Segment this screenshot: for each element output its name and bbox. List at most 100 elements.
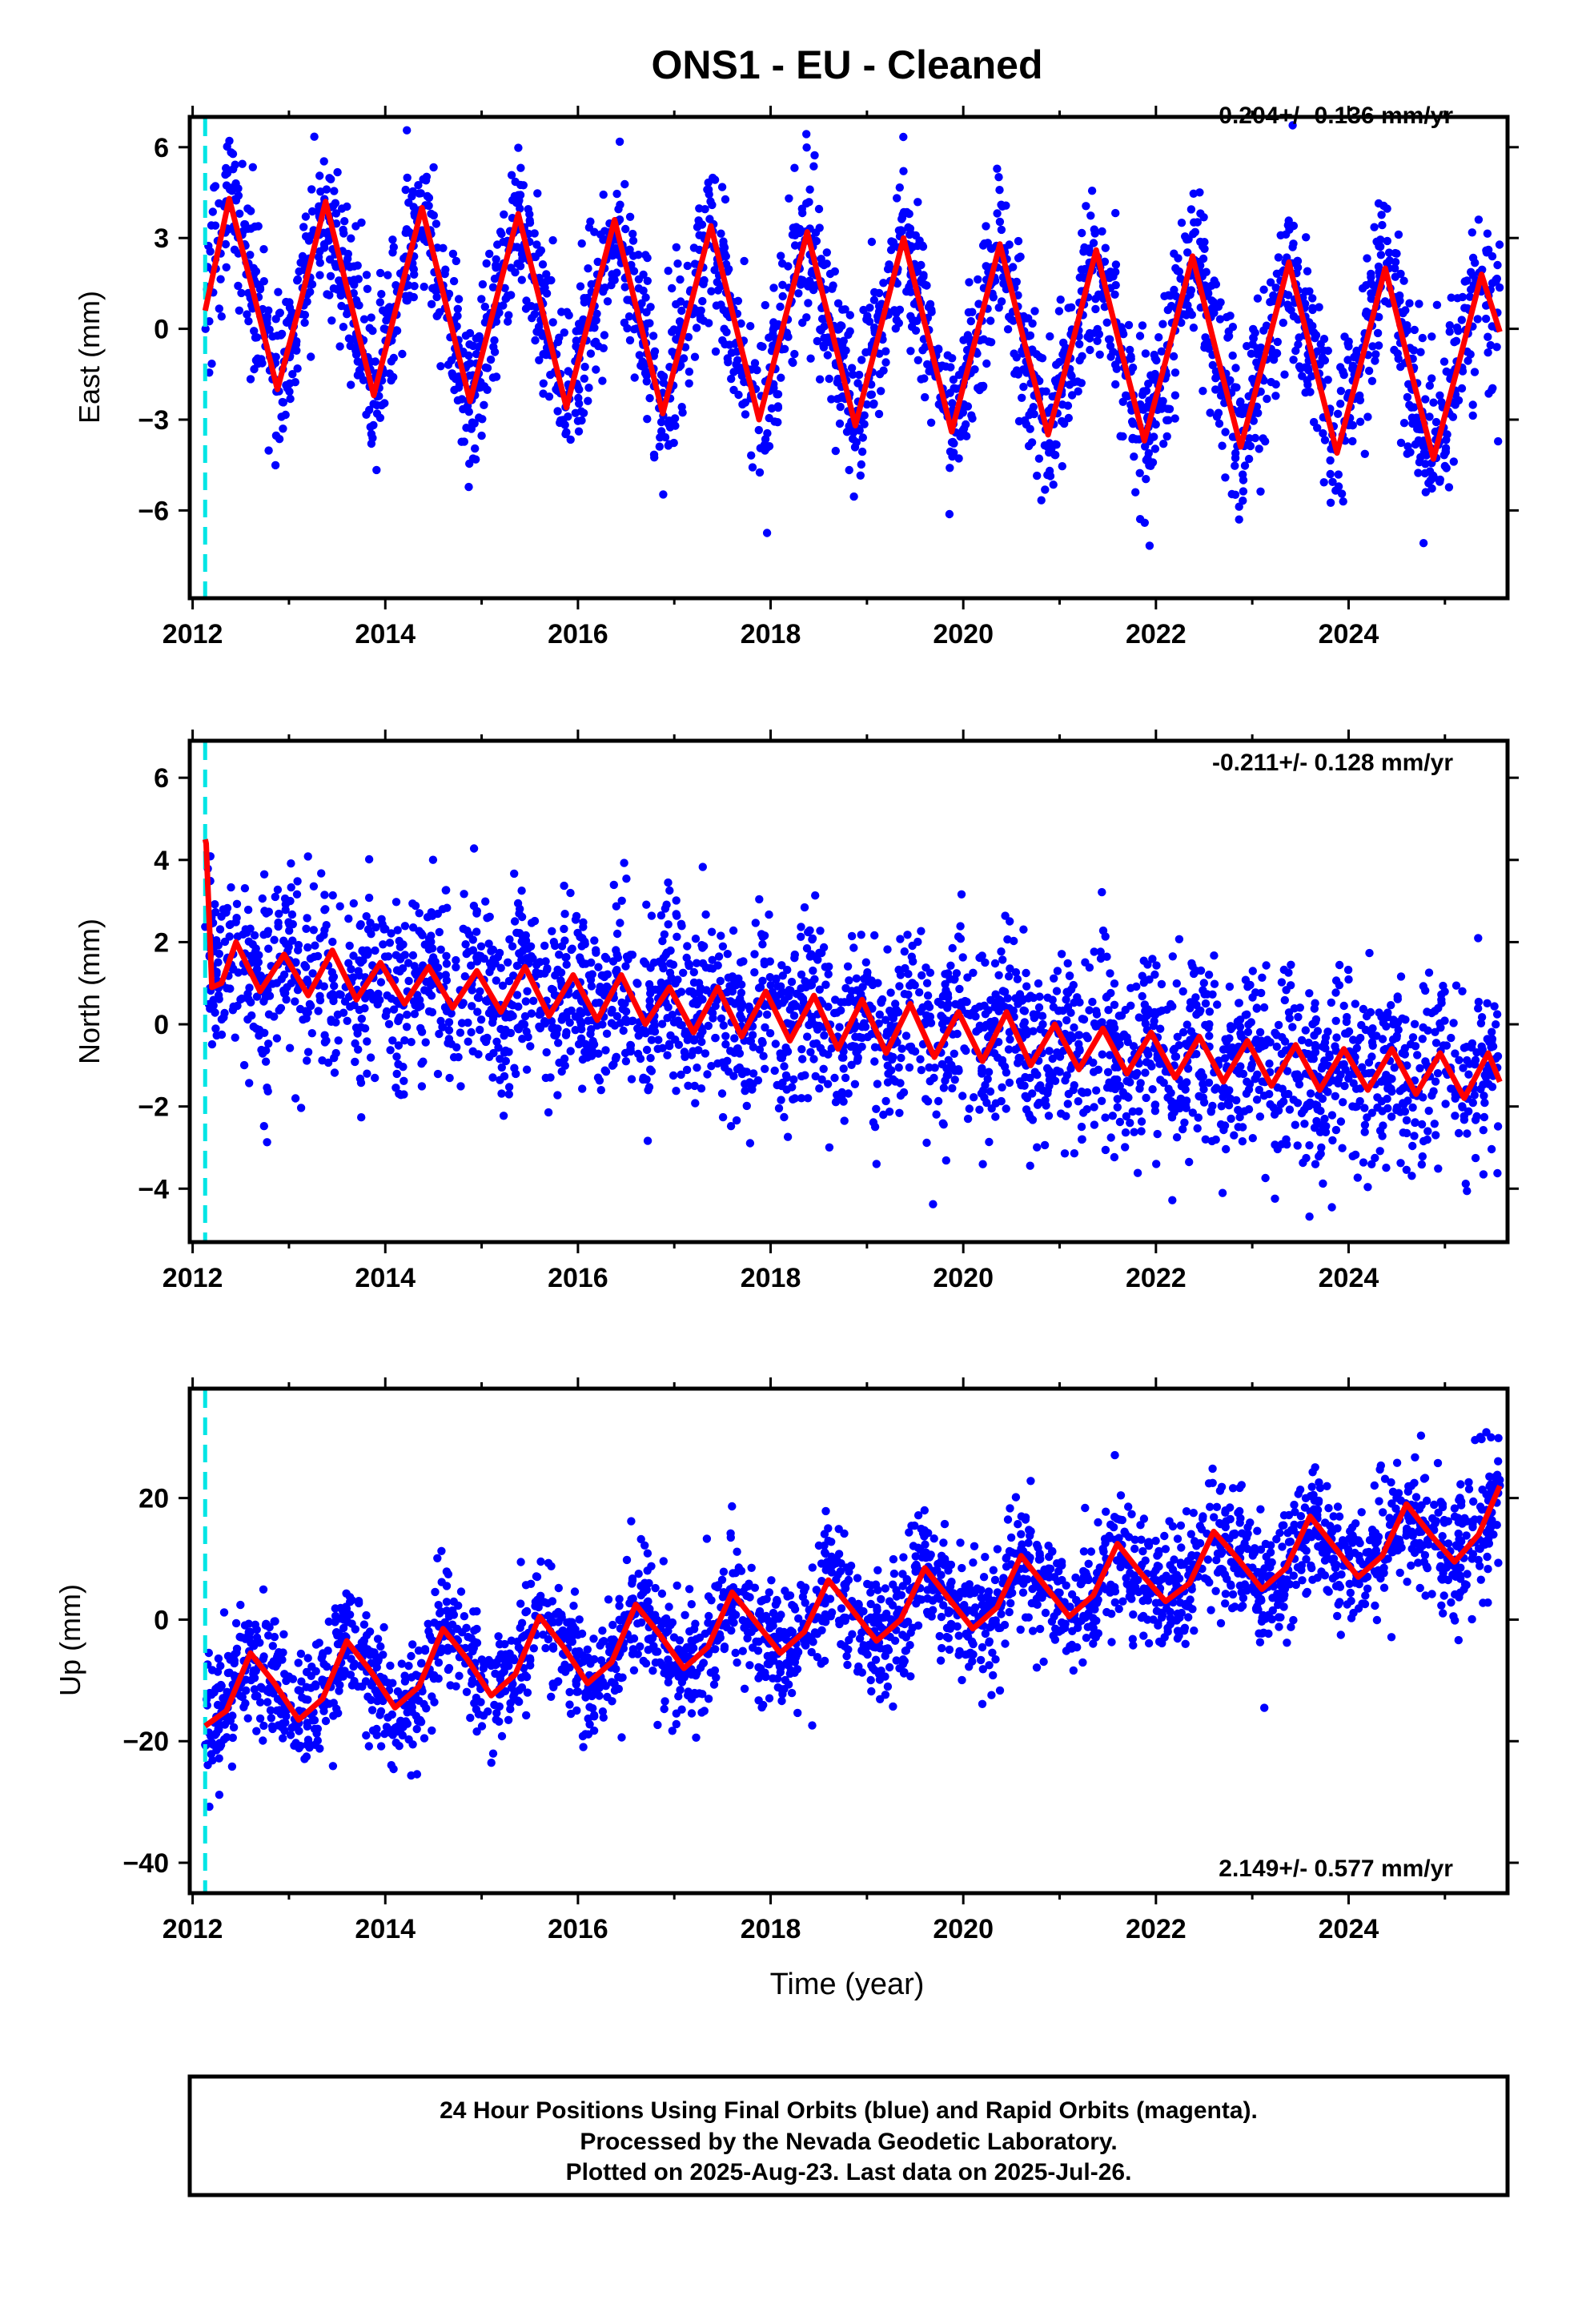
east-data-point xyxy=(1492,343,1501,352)
east-data-point xyxy=(1343,356,1352,364)
east-data-point xyxy=(307,185,316,194)
north-data-point xyxy=(1387,1084,1395,1093)
north-data-point xyxy=(1344,975,1353,984)
north-data-point xyxy=(622,875,631,883)
east-data-point xyxy=(367,313,375,322)
east-data-point xyxy=(1227,489,1236,499)
east-data-point xyxy=(1239,470,1247,479)
east-data-point xyxy=(1118,432,1127,441)
north-data-point xyxy=(1375,1008,1383,1017)
east-data-point xyxy=(881,347,890,356)
north-data-point xyxy=(287,979,295,987)
east-data-point xyxy=(340,217,349,226)
north-data-point xyxy=(261,993,270,1002)
north-data-point xyxy=(1277,1049,1287,1059)
east-data-point xyxy=(805,185,814,194)
north-data-point xyxy=(1121,1143,1130,1152)
east-data-point xyxy=(404,198,413,207)
east-data-point xyxy=(1420,442,1429,451)
north-data-point xyxy=(385,939,395,947)
east-data-point xyxy=(1174,254,1182,263)
north-data-point xyxy=(427,991,436,1000)
north-data-point xyxy=(674,1040,684,1049)
north-data-point xyxy=(881,1015,890,1024)
east-data-point xyxy=(1183,301,1192,310)
east-data-point xyxy=(1374,341,1383,350)
north-data-point xyxy=(467,1027,476,1037)
north-data-point xyxy=(1070,1149,1079,1158)
east-panel: 2012 2014 2016 2018 2020 2022 2024 630−3−6 -0.… xyxy=(73,103,1519,649)
east-data-point xyxy=(1055,357,1064,367)
north-data-point xyxy=(1300,1120,1309,1128)
east-data-point xyxy=(650,453,659,462)
east-data-point xyxy=(684,332,693,342)
north-data-point xyxy=(1090,1103,1098,1112)
north-data-point xyxy=(782,1073,791,1082)
east-data-point xyxy=(790,241,800,250)
north-data-point xyxy=(972,1027,981,1036)
north-data-point xyxy=(957,890,966,899)
north-data-point xyxy=(1458,1102,1467,1111)
north-data-point xyxy=(521,997,530,1006)
east-data-point xyxy=(1212,412,1222,421)
north-data-point xyxy=(1010,936,1018,946)
north-data-point xyxy=(417,1082,427,1091)
east-data-point xyxy=(883,264,893,274)
north-data-point xyxy=(921,1011,931,1020)
north-data-point xyxy=(1157,979,1166,989)
east-data-point xyxy=(1259,285,1268,294)
east-data-point xyxy=(993,209,1002,218)
north-data-point xyxy=(886,988,895,997)
east-data-point xyxy=(954,454,963,463)
north-data-point xyxy=(1387,1001,1395,1010)
east-data-point xyxy=(490,336,499,345)
east-data-point xyxy=(692,324,701,332)
north-data-point xyxy=(948,943,957,953)
east-data-point xyxy=(1248,340,1257,349)
north-data-point xyxy=(1033,1143,1042,1152)
north-data-point xyxy=(1362,1011,1371,1021)
north-data-point xyxy=(457,1019,467,1027)
east-data-point xyxy=(1396,269,1405,279)
north-data-point xyxy=(1471,1116,1480,1124)
north-data-point xyxy=(688,987,697,996)
east-data-point xyxy=(408,187,417,196)
east-x-tick-label: 2020 xyxy=(933,619,994,649)
north-data-point xyxy=(1205,1007,1215,1016)
east-data-point xyxy=(1083,332,1092,341)
east-data-point xyxy=(492,317,501,326)
east-data-point xyxy=(845,465,853,475)
east-data-point xyxy=(927,308,936,316)
north-data-point xyxy=(1247,1018,1256,1027)
east-data-point xyxy=(1364,366,1374,376)
north-data-point xyxy=(1098,1050,1107,1059)
east-data-point xyxy=(1170,414,1179,423)
east-data-point xyxy=(918,241,927,250)
north-data-point xyxy=(334,1036,343,1045)
east-data-point xyxy=(677,306,686,316)
north-data-point xyxy=(1274,1020,1283,1030)
north-data-point xyxy=(1223,1087,1233,1096)
north-data-point xyxy=(1305,989,1314,998)
north-data-point xyxy=(596,988,606,997)
east-data-point xyxy=(1177,318,1186,328)
east-data-point xyxy=(1367,278,1375,287)
north-data-point xyxy=(1461,1180,1471,1188)
north-data-point xyxy=(402,1023,412,1031)
east-x-tick-label: 2016 xyxy=(548,619,608,649)
north-data-point xyxy=(1077,1088,1086,1096)
east-data-point xyxy=(685,368,694,376)
north-data-point xyxy=(805,926,814,935)
east-data-point xyxy=(1064,413,1074,423)
north-data-point xyxy=(444,1018,454,1027)
east-data-point xyxy=(432,312,441,320)
east-data-point xyxy=(257,355,266,364)
north-data-point xyxy=(1029,993,1038,1003)
north-data-point xyxy=(642,1045,652,1055)
east-data-point xyxy=(1407,403,1416,412)
north-data-point xyxy=(843,962,853,971)
north-data-point xyxy=(1368,1041,1377,1051)
north-data-point xyxy=(730,1034,739,1043)
east-data-point xyxy=(1358,283,1367,293)
north-data-point xyxy=(587,1025,596,1034)
